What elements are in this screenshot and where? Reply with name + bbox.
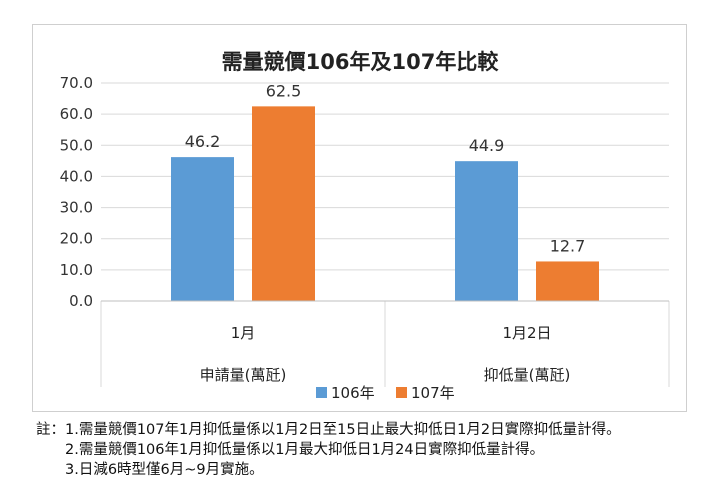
y-tick-label: 60.0 [60, 105, 93, 123]
data-label: 46.2 [185, 132, 221, 151]
y-tick-label: 70.0 [60, 74, 93, 92]
y-tick-label: 20.0 [60, 230, 93, 248]
chart-title: 需量競價106年及107年比較 [222, 50, 500, 74]
y-tick-label: 40.0 [60, 167, 93, 185]
y-tick-label: 30.0 [60, 199, 93, 217]
footnote-line-2: 2.需量競價106年1月抑低量係以1月最大抑低日1月24日實際抑低量計得。 [65, 442, 545, 458]
x-category-label: 1月2日 [502, 324, 551, 342]
legend: 106年 107年 [316, 384, 455, 402]
x-category-label: 1月 [231, 324, 256, 342]
y-tick-label: 50.0 [60, 136, 93, 154]
bar-series-1 [171, 157, 234, 301]
data-label: 44.9 [469, 136, 505, 155]
footnote-text-1: 1.需量競價107年1月抑低量係以1月2日至15日止最大抑低日1月2日實際抑低量… [65, 422, 621, 438]
footnote-line-3: 3.日減6時型僅6月~9月實施。 [65, 462, 264, 478]
legend-swatch [316, 387, 327, 398]
bar-series-2 [536, 261, 599, 301]
bar-series-2 [252, 106, 315, 301]
legend-label: 107年 [411, 384, 455, 402]
footnote-prefix: 註： [36, 422, 65, 438]
legend-label: 106年 [331, 384, 375, 402]
bar-series-1 [455, 161, 518, 301]
x-group-label: 抑低量(萬瓩) [484, 366, 571, 384]
data-label: 12.7 [550, 236, 586, 255]
y-tick-label: 10.0 [60, 261, 93, 279]
axes: 0.0 10.0 20.0 30.0 40.0 50.0 60.0 70.0 1月申請量(萬瓩)… [60, 74, 670, 387]
bar-chart: 需量競價106年及107年比較 46.2 62.5 44.9 12.7 0.0 10.0… [60, 50, 670, 402]
data-labels: 46.2 62.5 44.9 12.7 [185, 81, 586, 255]
footnotes: 註：1.需量競價107年1月抑低量係以1月2日至15日止最大抑低日1月2日實際抑… [36, 420, 706, 480]
y-tick-label: 0.0 [69, 292, 93, 310]
footnote-line-1: 註：1.需量競價107年1月抑低量係以1月2日至15日止最大抑低日1月2日實際抑… [36, 420, 706, 440]
data-label: 62.5 [266, 81, 302, 100]
x-group-label: 申請量(萬瓩) [200, 366, 287, 384]
bars [171, 106, 599, 301]
chart-frame: 需量競價106年及107年比較 46.2 62.5 44.9 12.7 0.0 10.0… [32, 24, 687, 412]
legend-swatch [396, 387, 407, 398]
